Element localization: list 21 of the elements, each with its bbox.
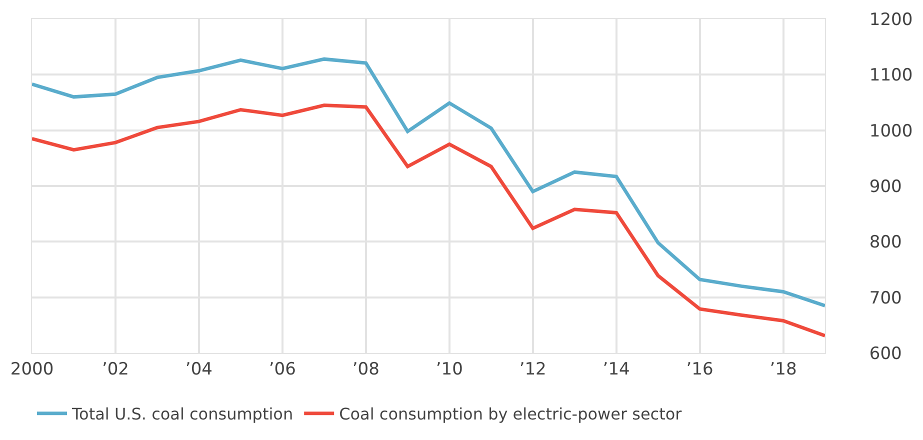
- x-tick-label: ’16: [686, 359, 714, 380]
- y-tick-label: 1200: [869, 10, 913, 30]
- y-tick-label: 700: [869, 288, 902, 308]
- x-tick-label: 2000: [10, 359, 54, 380]
- y-tick-label: 600: [869, 344, 902, 364]
- line-series: [32, 104, 825, 338]
- line-series: [32, 57, 825, 308]
- x-tick-label: ’08: [352, 359, 380, 380]
- legend-label: Total U.S. coal consumption: [71, 404, 294, 424]
- y-tick-label: 800: [869, 232, 902, 253]
- x-tick-label: ’14: [602, 359, 630, 380]
- x-tick-label: ’12: [519, 359, 546, 380]
- x-tick-label: ’04: [185, 359, 212, 380]
- legend-label: Coal consumption by electric-power sector: [339, 404, 682, 424]
- x-tick-label: ’02: [102, 359, 129, 380]
- x-tick-label: ’18: [770, 359, 797, 380]
- x-tick-label: ’06: [268, 359, 296, 380]
- y-tick-label: 900: [869, 176, 902, 197]
- x-tick-label: ’10: [436, 359, 463, 380]
- y-tick-label: 1100: [869, 66, 913, 86]
- y-tick-label: 1000: [869, 121, 913, 142]
